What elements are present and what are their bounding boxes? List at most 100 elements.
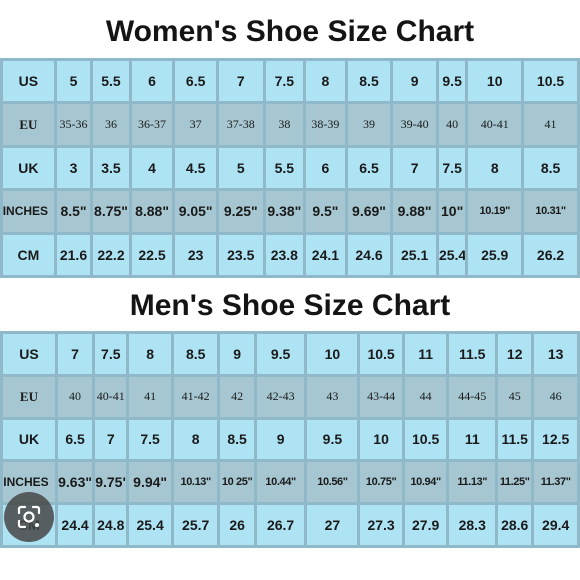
table-cell: 10.56" [307,462,358,503]
table-cell: 4.5 [175,147,216,189]
table-cell: 44 [404,376,447,417]
table-cell: 11.13" [449,462,496,503]
table-cell: 6.5 [57,419,93,460]
table-cell: 26.7 [256,505,305,545]
table-cell: 9.63" [57,462,93,503]
table-cell: 10.31" [524,191,577,232]
row-label: US [3,61,54,102]
table-cell: 23.5 [218,234,263,275]
row-label: CM [3,234,54,275]
table-row: US 7 7.5 8 8.5 9 9.5 10 10.5 11 11.5 12 13 [3,334,577,374]
table-cell: 11 [404,334,447,374]
table-cell: 9.5 [307,419,358,460]
table-cell: 8.5 [220,419,254,460]
table-cell: 8.88" [131,191,173,232]
table-cell: 27.3 [360,505,402,545]
table-cell: 40-41 [468,104,522,145]
table-cell: 9.94" [129,462,171,503]
table-cell: 6.5 [347,147,391,189]
table-cell: 46 [534,376,577,417]
table-cell: 38-39 [306,104,345,145]
table-cell: 9 [256,419,305,460]
table-cell: 24.4 [57,505,93,545]
table-cell: 9 [220,334,254,374]
table-cell: 40 [438,104,466,145]
table-cell: 10.5 [360,334,402,374]
table-cell: 36-37 [131,104,173,145]
table-cell: 7 [57,334,93,374]
lens-search-icon[interactable] [4,492,54,542]
table-cell: 41 [129,376,171,417]
table-cell: 10 [307,334,358,374]
table-cell: 10.13" [173,462,218,503]
table-cell: 7.5 [265,61,304,102]
table-cell: 22.5 [131,234,173,275]
table-cell: 7 [218,61,263,102]
table-cell: 10.75" [360,462,402,503]
table-row: EU 40 40-41 41 41-42 42 42-43 43 43-44 44 44-45 45 4… [3,376,577,417]
table-row: INCHES 8.5" 8.75" 8.88" 9.05" 9.25" 9.38" 9.5" 9… [3,191,577,232]
table-cell: 38 [265,104,304,145]
table-cell: 7.5 [95,334,127,374]
table-cell: 27.9 [404,505,447,545]
table-cell: 10.19" [468,191,522,232]
table-cell: 9.5 [438,61,466,102]
table-cell: 42 [220,376,254,417]
table-cell: 9.38" [265,191,304,232]
table-cell: 43-44 [360,376,402,417]
table-cell: 5.5 [265,147,304,189]
table-cell: 8 [306,61,345,102]
table-cell: 9.25" [218,191,263,232]
table-cell: 11.25" [498,462,532,503]
table-cell: 25.4 [438,234,466,275]
table-cell: 8.5 [173,334,218,374]
table-cell: 8.5" [56,191,91,232]
table-cell: 9.69" [347,191,391,232]
table-cell: 44-45 [449,376,496,417]
table-cell: 28.3 [449,505,496,545]
table-cell: 25.9 [468,234,522,275]
table-cell: 3 [56,147,91,189]
table-cell: 23 [175,234,216,275]
table-cell: 8 [173,419,218,460]
table-cell: 13 [534,334,577,374]
table-cell: 39 [347,104,391,145]
table-cell: 41-42 [173,376,218,417]
table-cell: 7 [393,147,436,189]
table-cell: 10.44" [256,462,305,503]
women-chart-title: Women's Shoe Size Chart [105,15,475,48]
table-row: UK 6.5 7 7.5 8 8.5 9 9.5 10 10.5 11 11.5 12.5 [3,419,577,460]
table-cell: 7.5 [438,147,466,189]
table-cell: 6 [131,61,173,102]
row-label: US [3,334,55,374]
table-cell: 12.5 [534,419,577,460]
table-cell: 3.5 [93,147,129,189]
table-cell: 36 [93,104,129,145]
table-cell: 8 [468,147,522,189]
table-cell: 9.88" [393,191,436,232]
row-label: INCHES [3,191,54,232]
table-cell: 10 [360,419,402,460]
table-cell: 23.8 [265,234,304,275]
table-cell: 10" [438,191,466,232]
table-cell: 40-41 [95,376,127,417]
table-cell: 11.37" [534,462,577,503]
table-row: INCHES 9.63" 9.75" 9.94" 10.13" 10 25" 10.44" 1… [3,462,577,503]
table-cell: 7 [95,419,127,460]
table-row: EU 35-36 36 36-37 37 37-38 38 38-39 39 39-40 40 40-… [3,104,577,145]
table-cell: 6.5 [175,61,216,102]
table-cell: 41 [524,104,577,145]
table-row: CM 21.6 22.2 22.5 23 23.5 23.8 24.1 24.6 25.1 25.4… [3,234,577,275]
table-cell: 10.5 [404,419,447,460]
table-cell: 22.2 [93,234,129,275]
row-label: UK [3,147,54,189]
table-cell: 6 [306,147,345,189]
table-cell: 39-40 [393,104,436,145]
table-cell: 26 [220,505,254,545]
table-cell: 10.94" [404,462,447,503]
table-cell: 10.5 [524,61,577,102]
table-cell: 9.5 [256,334,305,374]
table-row: CM24.424.825.425.72626.72727.327.928.328… [3,505,577,545]
table-cell: 26.2 [524,234,577,275]
table-cell: 42-43 [256,376,305,417]
